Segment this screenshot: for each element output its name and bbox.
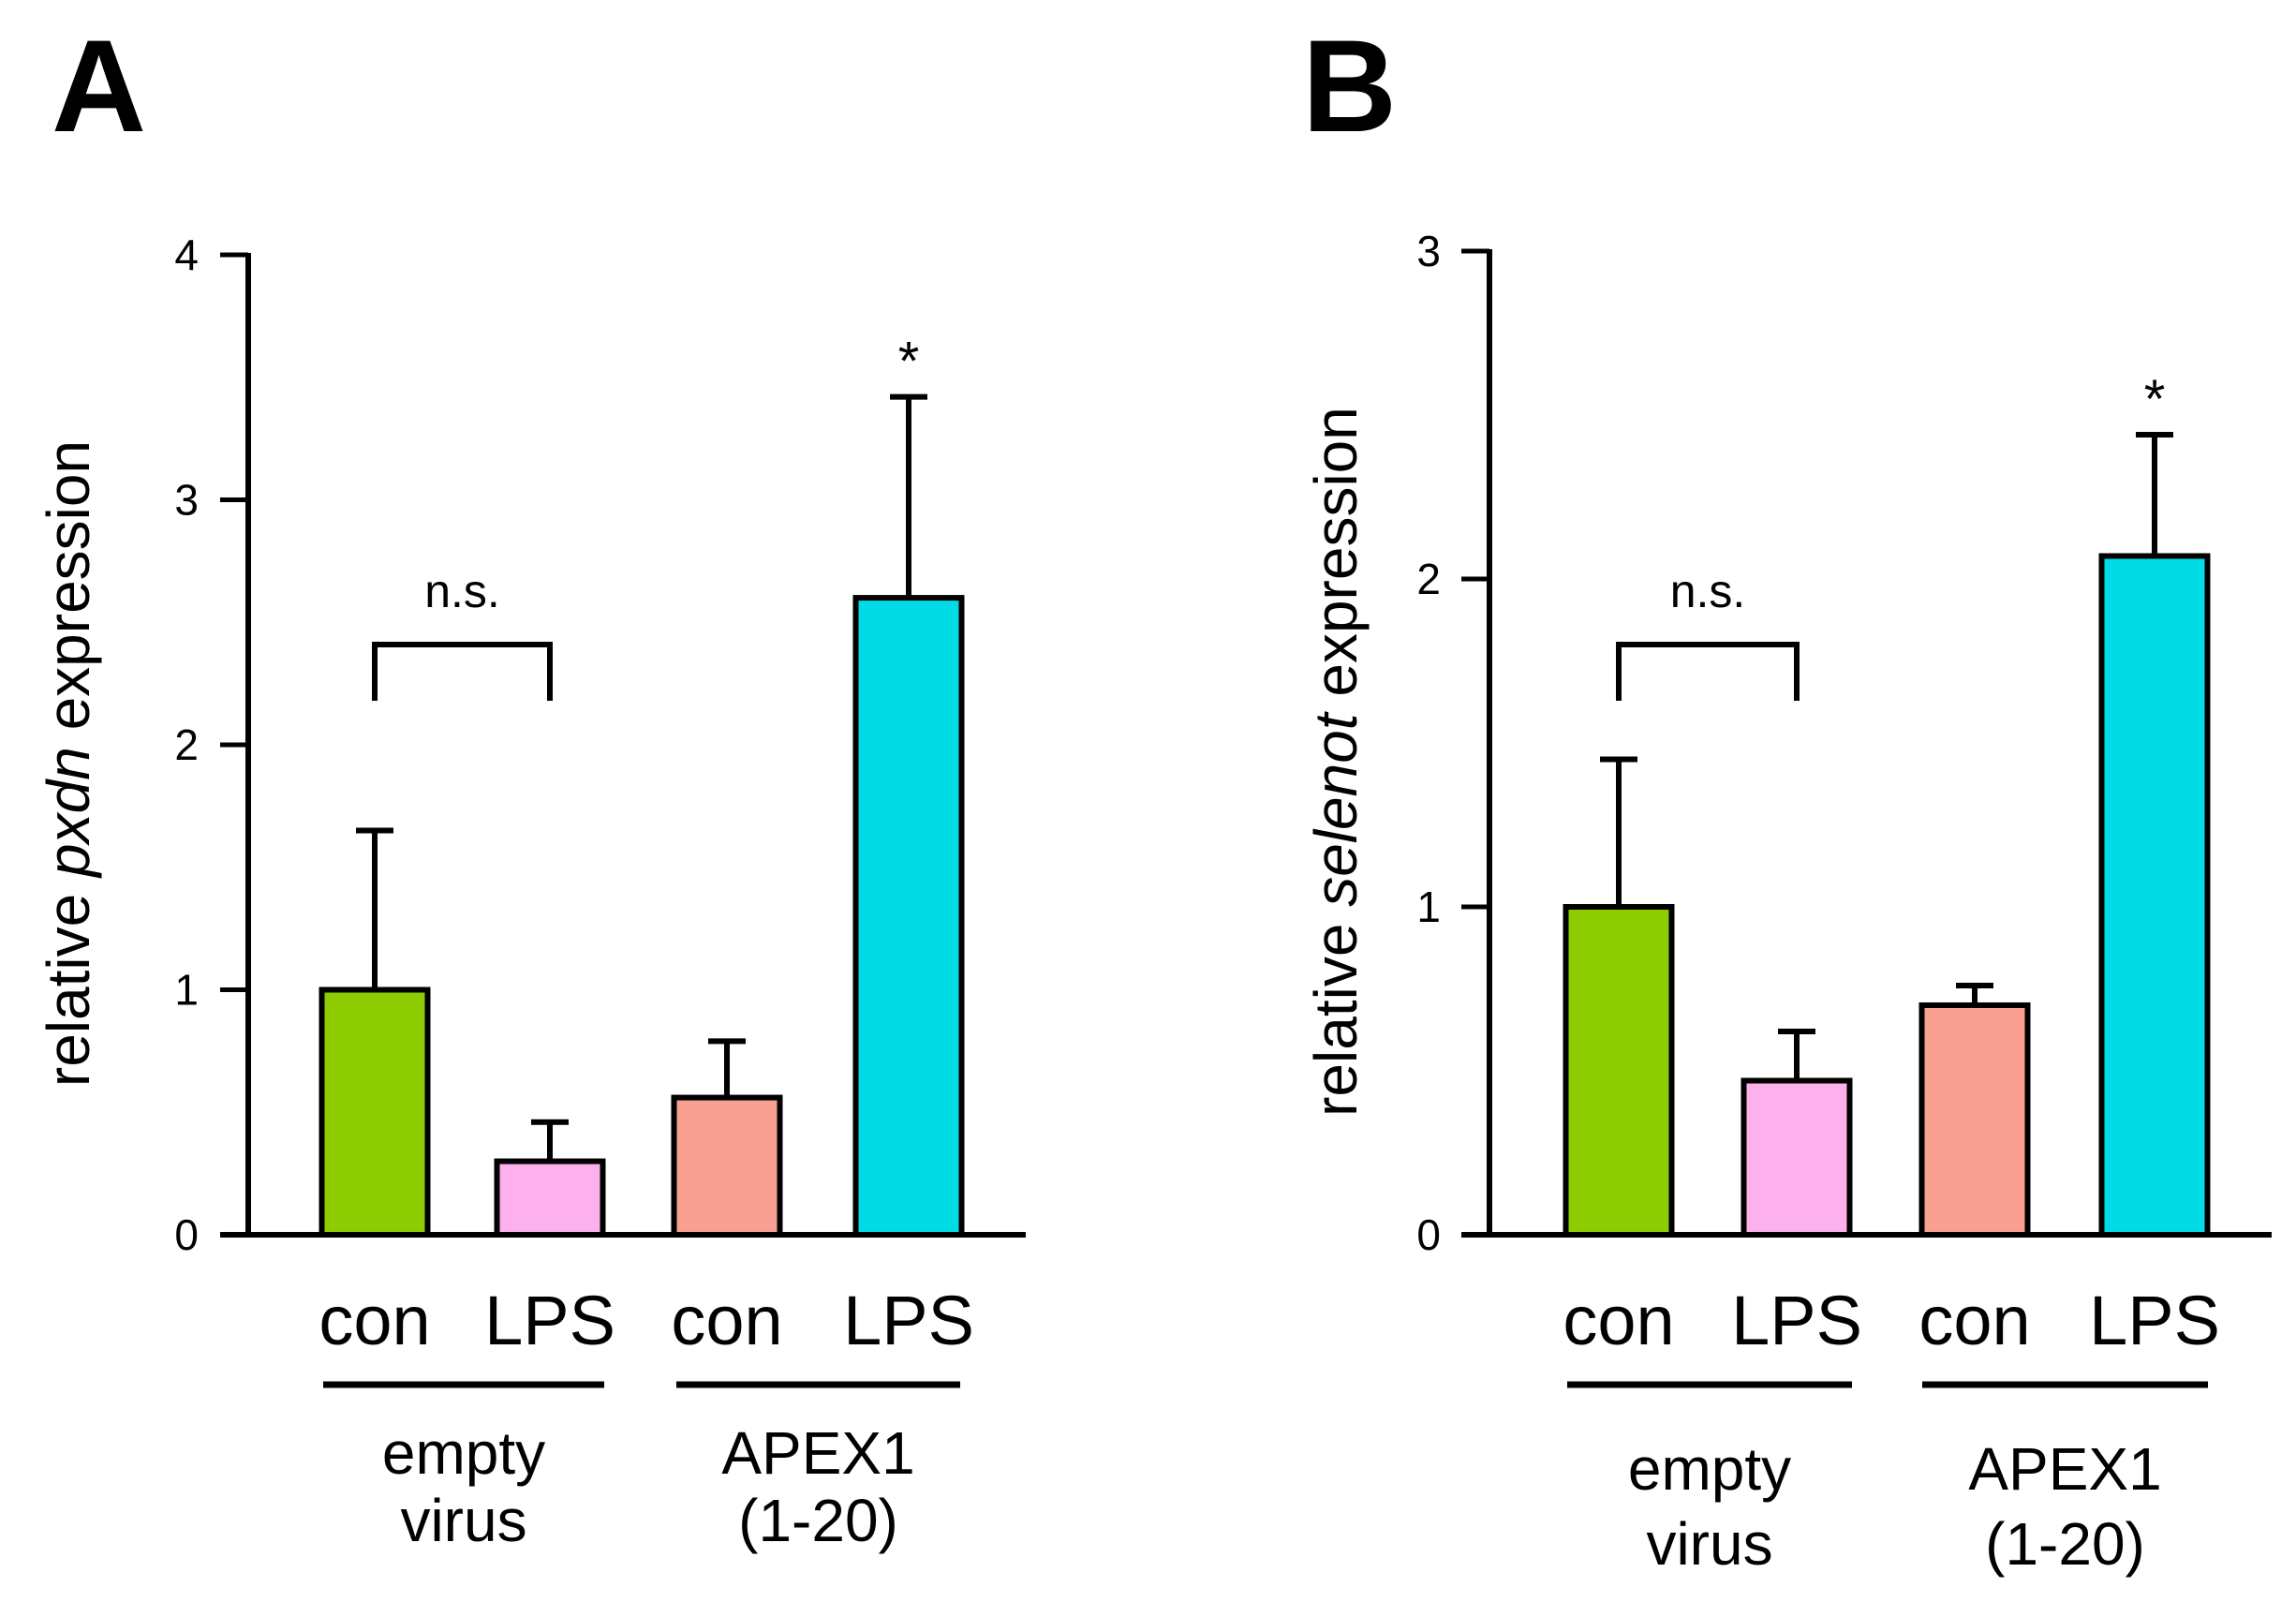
x-tick-label: con: [1563, 1282, 1674, 1359]
bar: [318, 986, 431, 1238]
bar: [2098, 553, 2211, 1238]
x-tick-label: LPS: [1731, 1282, 1862, 1359]
y-axis-label: relative selenot expression: [1302, 407, 1370, 1117]
bar: [1741, 1077, 1853, 1238]
y-tick-label: 3: [174, 476, 199, 525]
bar: [1918, 1002, 2031, 1238]
y-tick-label: 1: [1416, 883, 1441, 931]
group-label: virus: [1646, 1510, 1772, 1578]
group-label: empty: [1628, 1435, 1791, 1503]
significance-star: *: [898, 332, 920, 393]
ns-label: n.s.: [424, 565, 500, 617]
x-tick-label: con: [1918, 1282, 2030, 1359]
group-label: APEX1: [1968, 1435, 2161, 1503]
bar: [852, 595, 965, 1238]
chart-panel-a: A 0 1 2 3 4 relative pxdn expression con LPS con L…: [35, 12, 1026, 1554]
bar: [494, 1158, 606, 1239]
x-tick-label: LPS: [843, 1282, 974, 1359]
y-tick-label: 4: [174, 230, 199, 279]
x-tick-label: LPS: [2089, 1282, 2220, 1359]
group-label: (1-20): [1985, 1510, 2145, 1578]
bar: [671, 1094, 783, 1239]
y-axis-label: relative pxdn expression: [35, 440, 102, 1087]
y-tick-label: 1: [174, 966, 199, 1015]
group-label: empty: [382, 1419, 545, 1487]
y-tick-label: 2: [174, 720, 199, 769]
y-axis-label-part: expression: [1302, 407, 1370, 713]
ns-label: n.s.: [1670, 565, 1746, 617]
ns-bracket: [1616, 642, 1800, 701]
ns-bracket: [372, 642, 553, 701]
y-axis-label-part: expression: [35, 440, 102, 747]
y-axis-label-part: pxdn: [35, 747, 102, 879]
x-tick-label: LPS: [484, 1282, 615, 1359]
x-tick-label: con: [318, 1282, 430, 1359]
y-axis-label-part: selenot: [1302, 711, 1370, 907]
panel-letter: A: [52, 12, 146, 159]
panel-letter: B: [1302, 12, 1397, 159]
y-tick-label: 2: [1416, 555, 1441, 603]
bar: [1563, 904, 1675, 1238]
group-label: (1-20): [738, 1487, 898, 1554]
x-tick-label: con: [671, 1282, 782, 1359]
y-tick-label: 0: [1416, 1210, 1441, 1259]
chart-panel-b: B 0 1 2 3 relative selenot expression con LPS co…: [1302, 12, 2272, 1578]
group-label: virus: [400, 1487, 526, 1554]
group-label: APEX1: [721, 1419, 914, 1487]
y-tick-label: 3: [1416, 227, 1441, 275]
y-axis-label-part: relative: [35, 877, 102, 1087]
significance-star: *: [2144, 369, 2166, 430]
y-axis-label-part: relative: [1302, 907, 1370, 1117]
y-tick-label: 0: [174, 1210, 199, 1259]
